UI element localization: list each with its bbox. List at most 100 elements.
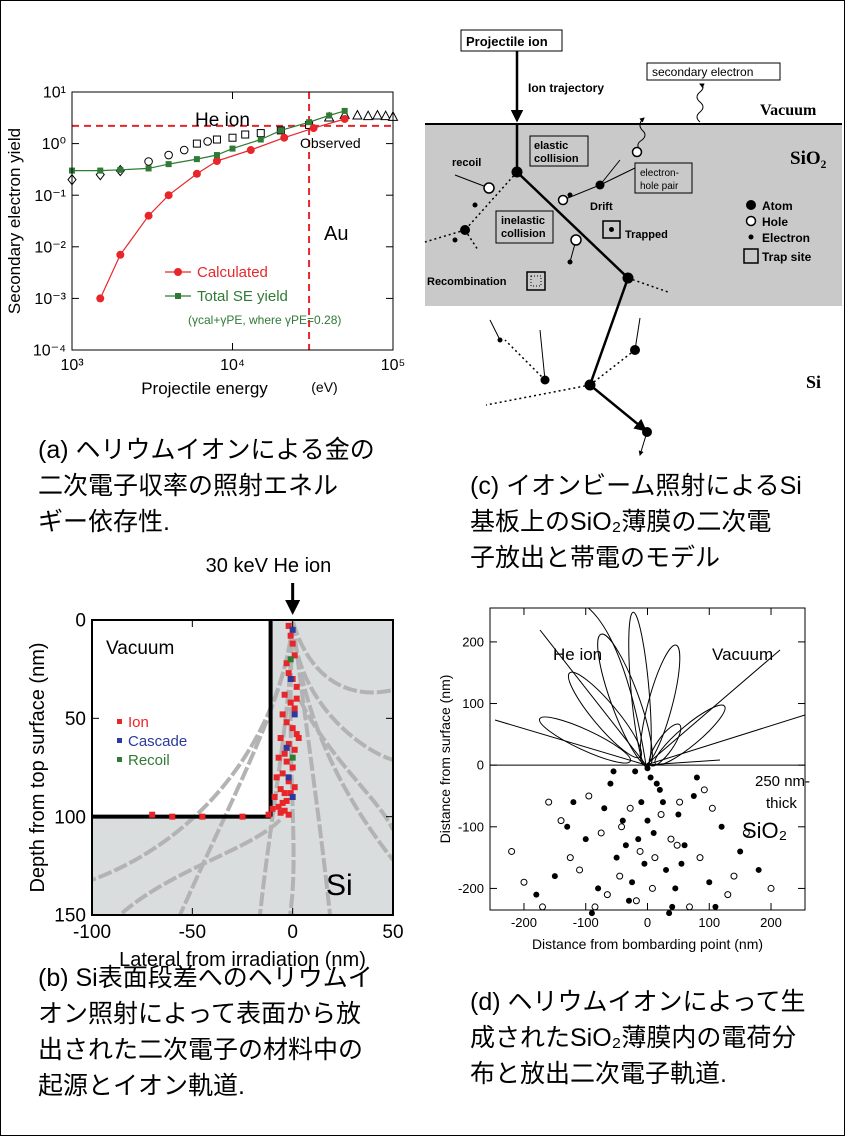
data-point — [709, 805, 715, 811]
legend-marker — [117, 719, 122, 724]
x-tick-label: 0 — [287, 922, 298, 943]
data-point — [756, 867, 762, 873]
data-point — [645, 765, 651, 771]
annotation: Au — [324, 223, 348, 245]
data-point — [326, 113, 332, 119]
data-point — [601, 805, 607, 811]
data-point — [280, 711, 286, 717]
x-tick-label: -200 — [511, 915, 537, 930]
diagram-label: Trapped — [625, 229, 668, 241]
y-tick-label: 150 — [54, 906, 86, 927]
diagram-label: collision — [534, 153, 579, 165]
caption: 基板上のSiO₂薄膜の二次電 — [470, 508, 771, 536]
data-point — [166, 161, 172, 167]
data-point — [145, 158, 153, 166]
caption: 子放出と帯電のモデル — [470, 544, 720, 572]
diagram-label: hole pair — [640, 181, 679, 192]
data-point — [341, 115, 349, 123]
data-point — [353, 111, 362, 120]
annotation: Observed — [300, 135, 361, 151]
data-point — [282, 692, 288, 698]
data-point — [623, 842, 629, 848]
data-point — [641, 861, 647, 867]
data-point — [546, 799, 552, 805]
data-point — [96, 294, 104, 302]
data-point — [97, 168, 103, 174]
data-point — [284, 759, 290, 765]
data-point — [290, 641, 296, 647]
data-point — [373, 111, 382, 120]
data-point — [570, 799, 576, 805]
legend-marker — [117, 738, 122, 743]
data-point — [284, 745, 290, 751]
data-point — [290, 765, 296, 771]
diagram-label: electron- — [640, 168, 679, 179]
electron — [609, 227, 614, 232]
data-point — [286, 774, 292, 780]
data-point — [719, 824, 725, 830]
data-point — [282, 790, 288, 796]
data-point — [564, 824, 570, 830]
data-point — [663, 867, 669, 873]
data-point — [674, 842, 680, 848]
y-tick-label: 10⁻⁴ — [33, 343, 66, 360]
data-point — [598, 830, 604, 836]
legend-label: Calculated — [197, 264, 268, 281]
data-point — [533, 892, 539, 898]
data-point — [290, 794, 296, 800]
data-point — [381, 111, 390, 120]
x-tick-label: 0 — [644, 915, 651, 930]
legend-label: Recoil — [128, 752, 170, 769]
data-point — [180, 146, 188, 154]
data-point — [284, 719, 290, 725]
data-point — [648, 774, 654, 780]
annotation: (γcal+γPE, where γPE=0.28) — [188, 313, 341, 327]
data-point — [668, 836, 674, 842]
diagram-label: SiO₂ — [790, 148, 827, 169]
data-point — [626, 898, 632, 904]
data-point — [540, 904, 546, 910]
y-tick-label: 0 — [75, 611, 86, 632]
y-tick-label: 10⁰ — [42, 136, 66, 153]
data-point — [288, 633, 294, 639]
data-point — [632, 768, 638, 774]
data-point — [706, 879, 712, 885]
data-point — [294, 696, 300, 702]
y-tick-label: 50 — [65, 709, 86, 730]
data-point — [288, 700, 294, 706]
diagram-label: elastic — [534, 140, 568, 152]
x-tick-label: -100 — [573, 915, 599, 930]
diagram-label: Projectile ion — [466, 34, 548, 49]
y-tick-label: 100 — [462, 696, 484, 711]
data-point — [654, 781, 660, 787]
data-point — [701, 787, 707, 793]
legend-marker — [174, 268, 182, 276]
y-tick-label: 10⁻¹ — [34, 188, 66, 205]
data-point — [276, 804, 282, 810]
caption: (a) ヘリウムイオンによる金の — [38, 436, 375, 464]
data-point — [635, 836, 641, 842]
data-point — [364, 111, 373, 120]
legend-label: Total SE yield — [197, 288, 288, 305]
data-point — [645, 818, 651, 824]
data-point — [509, 848, 515, 854]
diagram-label: Vacuum — [760, 102, 817, 119]
data-point — [725, 892, 731, 898]
y-tick-label: 10⁻³ — [34, 291, 66, 308]
data-point — [286, 670, 292, 676]
diagram-label: Recombination — [427, 276, 507, 288]
data-point — [290, 725, 296, 731]
data-point — [292, 711, 298, 717]
data-point — [169, 814, 175, 820]
data-point — [567, 855, 573, 861]
data-point — [292, 706, 298, 712]
data-point — [266, 812, 272, 818]
annotation: Vacuum — [712, 645, 773, 664]
data-point — [278, 127, 284, 133]
data-point — [116, 251, 124, 259]
caption: 起源とイオン軌道. — [38, 1072, 245, 1100]
data-point — [280, 134, 288, 142]
data-point — [165, 191, 173, 199]
caption: (d) ヘリウムイオンによって生 — [470, 988, 806, 1016]
caption: オン照射によって表面から放 — [38, 1000, 361, 1028]
